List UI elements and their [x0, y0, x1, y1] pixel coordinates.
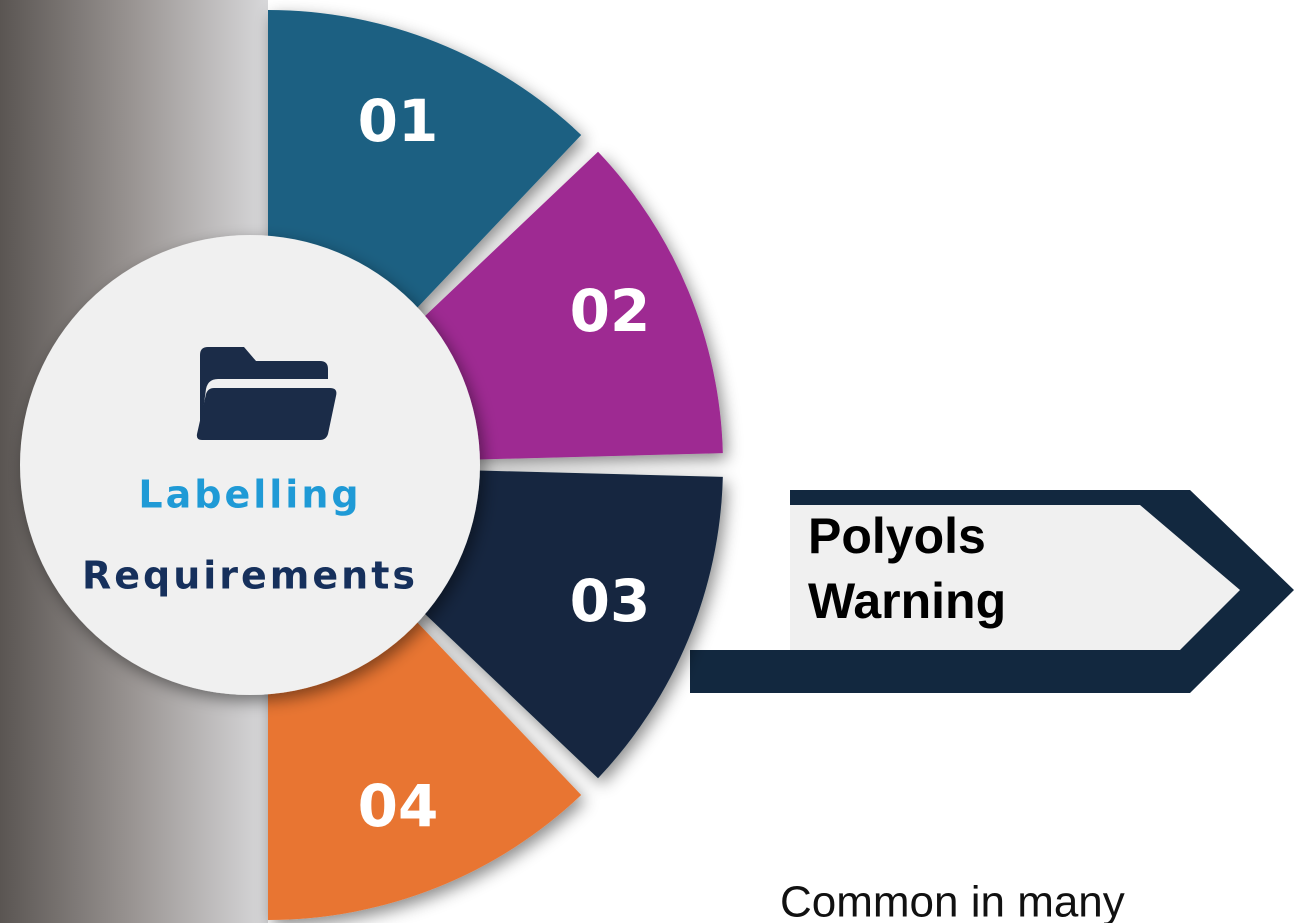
banner-text: Warning: [808, 573, 1006, 629]
segment-label: 02: [570, 277, 651, 345]
segment-label: 01: [358, 87, 439, 155]
center-title: Requirements: [82, 554, 418, 598]
body-text: Common in many: [780, 878, 1125, 923]
segment-label: 04: [358, 772, 439, 840]
center-title: Labelling: [138, 473, 361, 517]
segment-label: 03: [570, 567, 651, 635]
slide: 01020304 Labelling Requirements Polyols …: [0, 0, 1294, 923]
page: 01020304 Labelling Requirements Polyols …: [0, 0, 1294, 923]
center-circle: [20, 235, 480, 695]
banner-text: Polyols: [808, 508, 986, 564]
